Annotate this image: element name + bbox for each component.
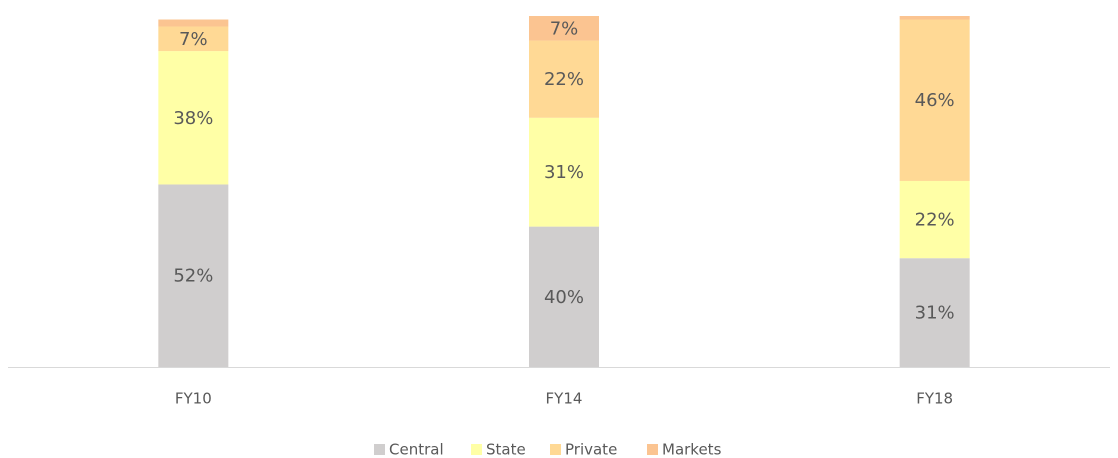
legend-label: Markets — [662, 441, 722, 458]
data-label: 31% — [544, 162, 584, 183]
bar-segment — [158, 26, 229, 52]
bar-segment — [529, 117, 599, 227]
x-tick-label: FY10 — [175, 390, 212, 408]
bar-segment — [529, 16, 599, 41]
x-tick-label: FY14 — [546, 390, 583, 408]
bar-segment — [899, 180, 970, 259]
legend-swatch — [374, 444, 385, 455]
data-label: 38% — [173, 108, 213, 129]
data-label: 52% — [173, 266, 213, 287]
data-label: 31% — [915, 303, 955, 324]
bar-segment — [529, 226, 599, 367]
data-label: 46% — [915, 90, 955, 111]
data-label: 7% — [550, 18, 579, 39]
legend-swatch — [647, 444, 658, 455]
x-tick-label: FY18 — [916, 390, 953, 408]
legend-label: Central — [389, 441, 444, 458]
bar-segment — [158, 51, 229, 185]
data-label: 40% — [544, 287, 584, 308]
bar-segment — [899, 19, 970, 181]
legend-label: Private — [565, 441, 617, 458]
bar-segment — [899, 16, 970, 20]
legend-swatch — [471, 444, 482, 455]
data-label: 22% — [915, 210, 955, 231]
legend-label: State — [486, 441, 526, 458]
legend-swatch — [550, 444, 561, 455]
data-label: 7% — [179, 29, 208, 50]
bar-segment — [899, 258, 970, 367]
bar-segment — [158, 184, 229, 367]
bar-segment — [529, 40, 599, 118]
data-label: 22% — [544, 69, 584, 90]
bar-segment — [158, 19, 229, 27]
